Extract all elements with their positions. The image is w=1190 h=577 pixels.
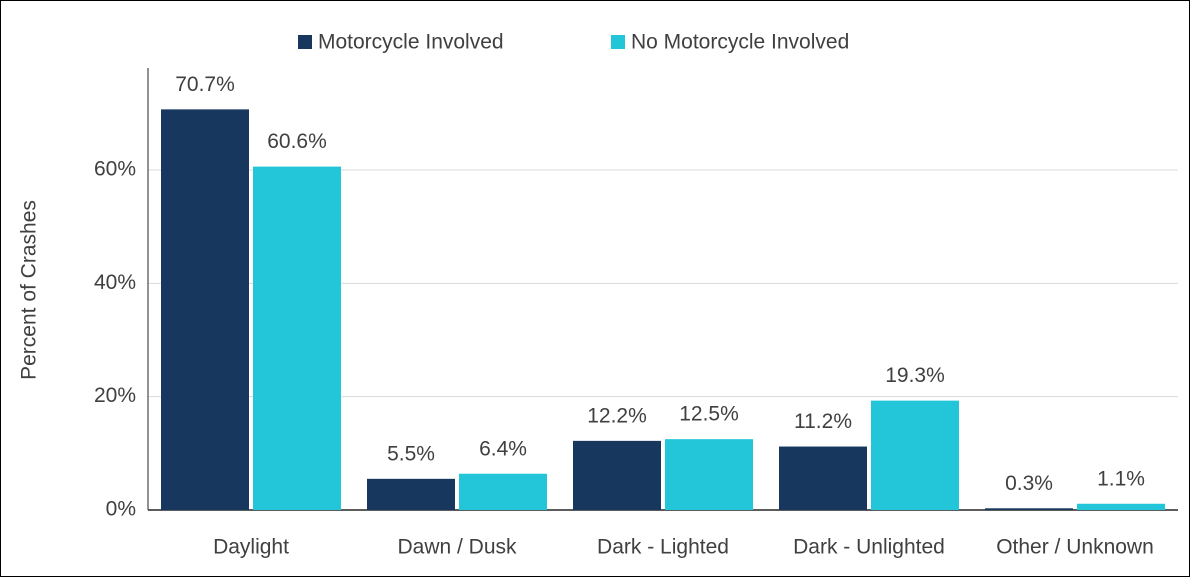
data-label: 19.3% (885, 364, 945, 387)
x-tick-label: Dark - Unlighted (793, 536, 945, 559)
data-label: 5.5% (387, 442, 435, 465)
bar (779, 446, 867, 510)
legend-label: Motorcycle Involved (318, 31, 504, 54)
bar (161, 109, 249, 510)
data-label: 11.2% (794, 410, 852, 433)
y-tick-label: 0% (106, 498, 136, 521)
bar (367, 478, 455, 510)
bar (871, 400, 959, 510)
data-label: 12.2% (587, 404, 647, 427)
y-tick-label: 40% (94, 271, 136, 294)
x-tick-label: Dawn / Dusk (397, 536, 517, 559)
legend-swatch (298, 35, 312, 49)
bar (1077, 503, 1165, 510)
data-label: 0.3% (1005, 472, 1053, 495)
data-label: 60.6% (267, 130, 327, 153)
y-tick-label: 20% (94, 384, 136, 407)
bar (985, 508, 1073, 510)
bar (573, 440, 661, 510)
bar (459, 473, 547, 510)
data-label: 12.5% (679, 403, 739, 426)
x-tick-label: Other / Unknown (996, 536, 1154, 559)
legend-label: No Motorcycle Involved (631, 31, 849, 54)
bar (253, 166, 341, 510)
legend-swatch (611, 35, 625, 49)
bar (665, 439, 753, 510)
x-tick-label: Daylight (213, 536, 289, 559)
data-label: 70.7% (175, 73, 235, 96)
data-label: 1.1% (1097, 467, 1145, 490)
y-axis-label: Percent of Crashes (18, 200, 41, 380)
data-label: 6.4% (479, 437, 527, 460)
y-tick-label: 60% (94, 158, 136, 181)
x-tick-label: Dark - Lighted (597, 536, 729, 559)
